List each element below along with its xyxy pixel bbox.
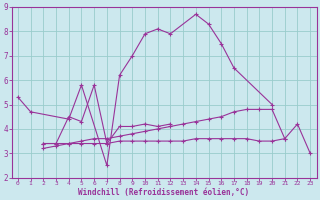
X-axis label: Windchill (Refroidissement éolien,°C): Windchill (Refroidissement éolien,°C) [78, 188, 250, 197]
